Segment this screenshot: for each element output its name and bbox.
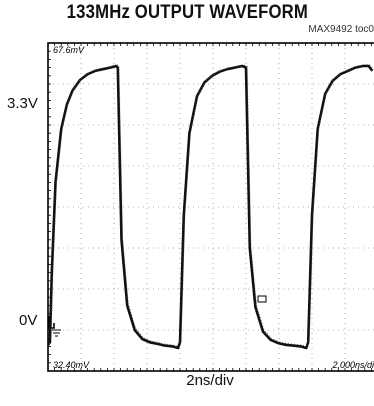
scope-readout-bottom-right: 2.000ns/di — [331, 360, 374, 370]
y-tick-label-3v3: 3.3V — [7, 95, 38, 112]
plot-background — [48, 43, 374, 371]
waveform-trace — [46, 64, 374, 350]
series-layer — [46, 64, 374, 350]
scope-readout-top-left: 67.6mV — [53, 45, 85, 55]
chart-title: 133MHz OUTPUT WAVEFORM — [66, 2, 309, 23]
scope-grid — [48, 43, 374, 371]
y-tick-label-0v: 0V — [19, 312, 38, 329]
frame-ticks — [48, 43, 372, 371]
scope-readout-bottom-left: 32.40mV — [53, 360, 90, 370]
x-axis-label: 2ns/div — [186, 372, 234, 389]
waveform-trace-persistence — [48, 64, 374, 348]
figure-code: MAX9492 toc0 — [308, 24, 374, 35]
trigger-marker-icon — [257, 295, 267, 303]
